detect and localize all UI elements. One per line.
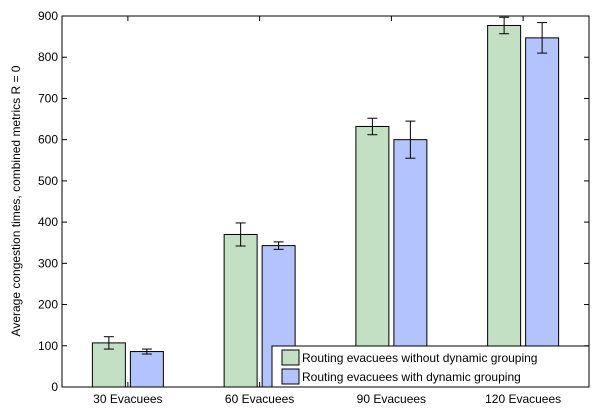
error-bar-with-grouping-2 (405, 120, 416, 159)
legend-swatch-with-grouping (281, 368, 300, 385)
error-bars-layer (103, 16, 548, 355)
error-bar-with-grouping-1 (273, 241, 284, 250)
y-axis-ticks: 0 100 200 300 400 500 600 700 800 900 (38, 9, 589, 394)
legend-label-without-grouping: Routing evacuees without dynamic groupin… (302, 351, 537, 365)
bar-without-grouping-1 (223, 233, 258, 388)
y-tick-label-4: 400 (38, 215, 58, 229)
x-axis-ticks: 30 Evacuees 60 Evacuees 90 Evacuees 120 Eva… (93, 16, 561, 406)
legend-swatch-without-grouping (281, 349, 300, 366)
bar-without-grouping-3 (487, 24, 522, 388)
y-tick-label-1: 100 (38, 339, 58, 353)
y-tick-label-3: 300 (38, 256, 58, 270)
y-tick-label-2: 200 (38, 298, 58, 312)
error-bar-without-grouping-1 (235, 222, 246, 247)
y-tick-label-7: 700 (38, 91, 58, 105)
bars-layer (91, 24, 560, 388)
bar-with-grouping-0 (129, 351, 164, 388)
error-bar-without-grouping-0 (103, 336, 114, 350)
x-tick-label-2: 90 Evacuees (357, 392, 426, 406)
error-bar-without-grouping-2 (367, 117, 378, 136)
y-axis-label: Average congestion times, combined metri… (9, 65, 23, 336)
error-bar-with-grouping-0 (141, 348, 152, 355)
legend: Routing evacuees without dynamic groupin… (271, 345, 590, 388)
y-tick-label-8: 800 (38, 50, 58, 64)
x-tick-label-3: 120 Evacuees (485, 392, 561, 406)
error-bar-without-grouping-3 (499, 16, 510, 35)
y-tick-label-0: 0 (51, 380, 58, 394)
y-tick-label-5: 500 (38, 174, 58, 188)
y-tick-label-9: 900 (38, 9, 58, 23)
x-tick-label-0: 30 Evacuees (93, 392, 162, 406)
legend-label-with-grouping: Routing evacuees with dynamic grouping (302, 370, 521, 384)
legend-box (271, 345, 590, 388)
y-tick-label-6: 600 (38, 133, 58, 147)
x-tick-label-1: 60 Evacuees (225, 392, 294, 406)
bar-with-grouping-3 (525, 37, 560, 388)
bar-without-grouping-0 (91, 342, 126, 388)
error-bar-with-grouping-3 (537, 22, 548, 54)
